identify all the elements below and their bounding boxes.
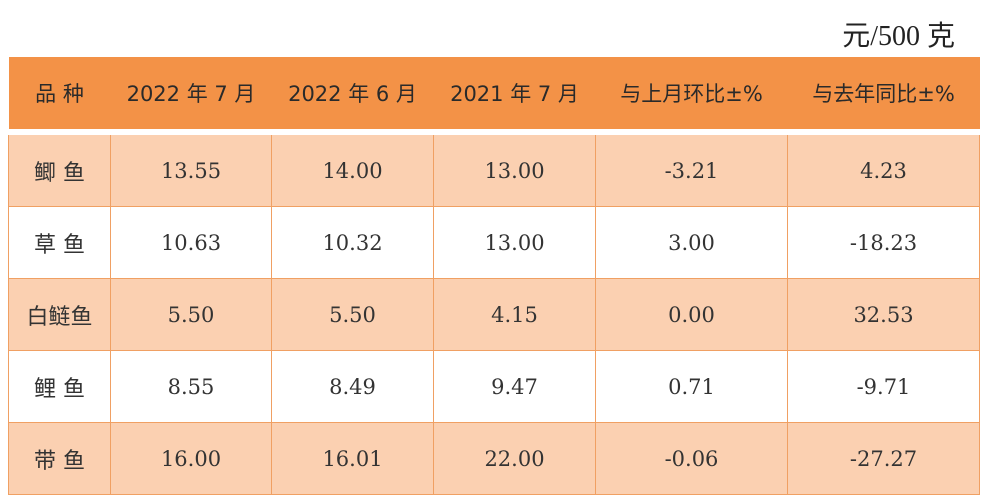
price-cell: 16.01 (271, 422, 434, 495)
price-cell: 8.49 (271, 350, 434, 423)
price-cell: 5.50 (271, 278, 434, 351)
change-cell: 3.00 (595, 206, 788, 279)
header-yoy-change: 与去年同比±% (787, 57, 980, 135)
price-cell: 10.63 (110, 206, 272, 279)
table-row: 鲫 鱼 13.55 14.00 13.00 -3.21 4.23 (8, 131, 980, 207)
price-cell: 13.55 (110, 131, 272, 207)
header-2021-jul: 2021 年 7 月 (433, 57, 596, 135)
change-cell: 32.53 (787, 278, 980, 351)
price-cell: 13.00 (433, 131, 596, 207)
fish-price-table: 品 种 2022 年 7 月 2022 年 6 月 2021 年 7 月 与上月… (8, 57, 980, 495)
fish-name-cell: 草 鱼 (8, 206, 111, 279)
change-cell: -27.27 (787, 422, 980, 495)
fish-name-cell: 鲤 鱼 (8, 350, 111, 423)
price-cell: 13.00 (433, 206, 596, 279)
price-cell: 8.55 (110, 350, 272, 423)
table-header-row: 品 种 2022 年 7 月 2022 年 6 月 2021 年 7 月 与上月… (8, 57, 980, 135)
fish-name-cell: 白鲢鱼 (8, 278, 111, 351)
change-cell: 0.00 (595, 278, 788, 351)
header-2022-jun: 2022 年 6 月 (271, 57, 434, 135)
change-cell: -9.71 (787, 350, 980, 423)
fish-name-cell: 带 鱼 (8, 422, 111, 495)
header-2022-jul: 2022 年 7 月 (110, 57, 272, 135)
header-mom-change: 与上月环比±% (595, 57, 788, 135)
price-cell: 4.15 (433, 278, 596, 351)
unit-label: 元/500 克 (842, 21, 955, 52)
header-variety: 品 种 (8, 57, 111, 135)
table-row: 鲤 鱼 8.55 8.49 9.47 0.71 -9.71 (8, 350, 980, 423)
change-cell: -3.21 (595, 131, 788, 207)
change-cell: 4.23 (787, 131, 980, 207)
change-cell: -0.06 (595, 422, 788, 495)
price-cell: 14.00 (271, 131, 434, 207)
table-row: 带 鱼 16.00 16.01 22.00 -0.06 -27.27 (8, 422, 980, 495)
fish-name-cell: 鲫 鱼 (8, 131, 111, 207)
change-cell: 0.71 (595, 350, 788, 423)
price-cell: 9.47 (433, 350, 596, 423)
price-cell: 5.50 (110, 278, 272, 351)
table-row: 草 鱼 10.63 10.32 13.00 3.00 -18.23 (8, 206, 980, 279)
table-row: 白鲢鱼 5.50 5.50 4.15 0.00 32.53 (8, 278, 980, 351)
price-cell: 22.00 (433, 422, 596, 495)
price-cell: 10.32 (271, 206, 434, 279)
price-cell: 16.00 (110, 422, 272, 495)
change-cell: -18.23 (787, 206, 980, 279)
